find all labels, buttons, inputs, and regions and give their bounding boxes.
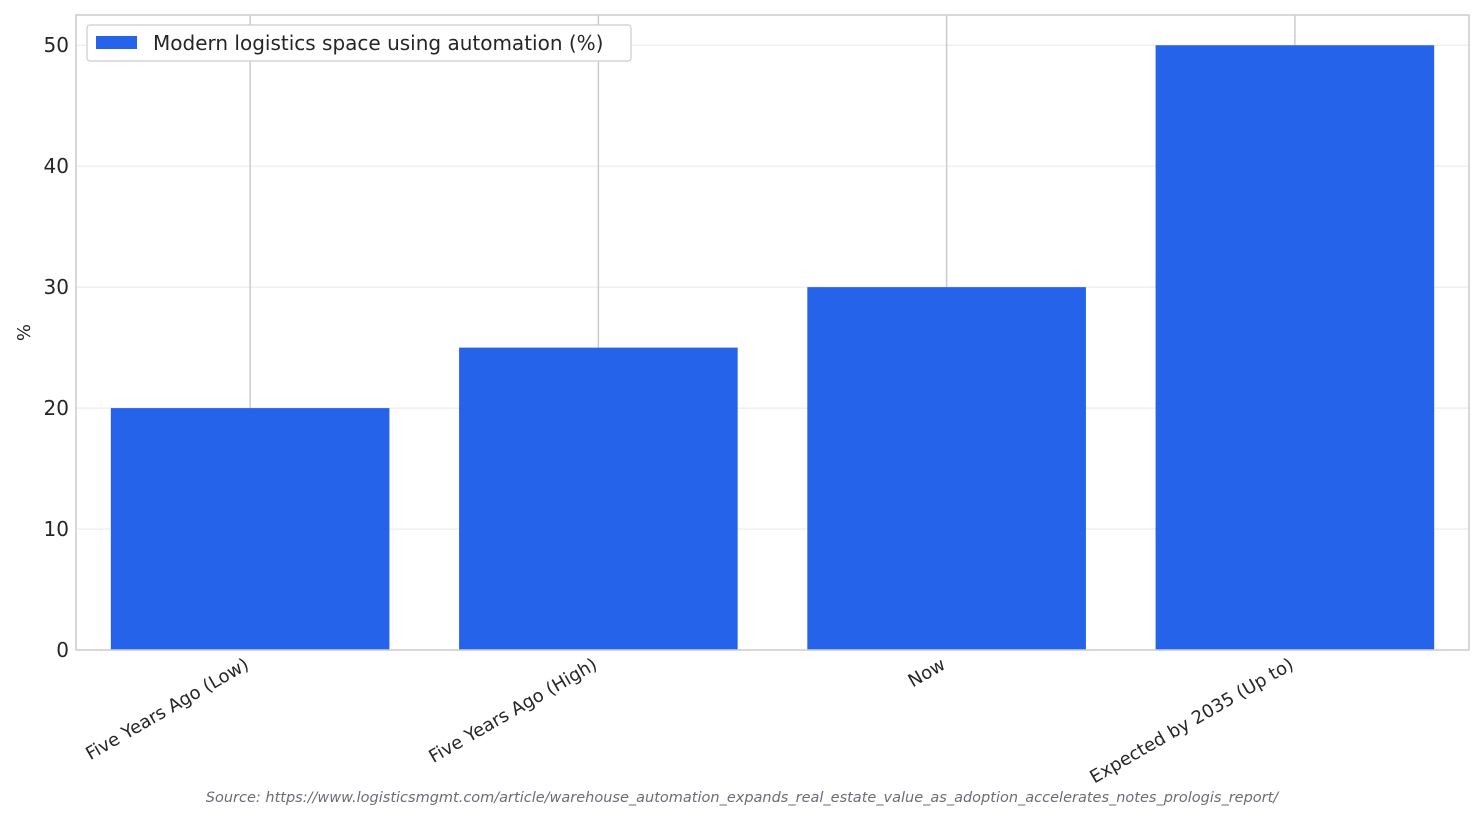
x-tick-label-1: Five Years Ago (High) [425, 654, 601, 767]
y-tick-label-4: 40 [44, 154, 69, 178]
bar-1 [459, 347, 738, 650]
y-tick-label-3: 30 [44, 275, 69, 299]
x-tick-label-2: Now [905, 654, 949, 692]
bar-2 [807, 287, 1086, 650]
legend-label: Modern logistics space using automation … [153, 31, 603, 55]
legend-swatch [96, 36, 137, 49]
y-tick-label-0: 0 [56, 638, 69, 662]
y-axis-label: % [14, 324, 35, 341]
bar-0 [110, 408, 390, 650]
bars [110, 45, 1435, 650]
y-tick-label-5: 50 [44, 33, 69, 57]
legend: Modern logistics space using automation … [86, 24, 632, 62]
y-axis-ticks: 0 10 20 30 40 50 [44, 33, 69, 662]
x-tick-label-3: Expected by 2035 (Up to) [1086, 654, 1297, 788]
y-tick-label-2: 20 [44, 396, 69, 420]
plot-frame [75, 14, 1470, 651]
y-tick-label-1: 10 [44, 517, 69, 541]
legend-box [86, 24, 632, 62]
bar-3 [1155, 45, 1435, 650]
source-note: Source: https://www.logisticsmgmt.com/ar… [205, 790, 1279, 806]
x-axis-ticks: Five Years Ago (Low) Five Years Ago (High… [82, 654, 1297, 788]
x-tick-label-0: Five Years Ago (Low) [82, 654, 252, 765]
